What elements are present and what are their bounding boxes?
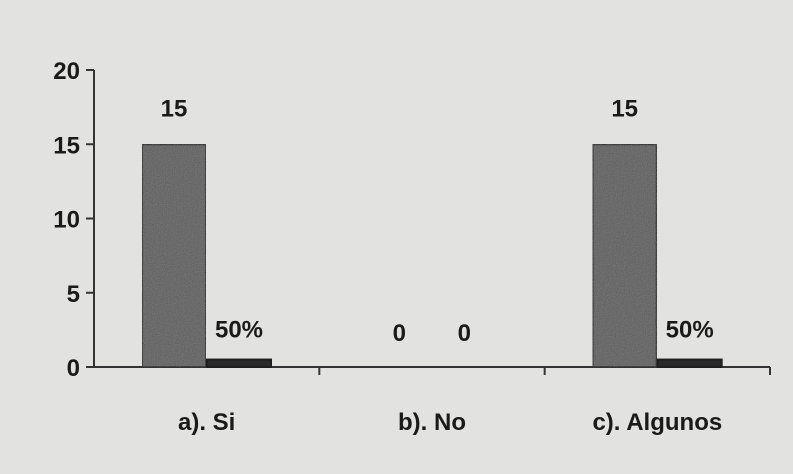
y-tick-label: 0 [67,355,80,382]
x-category-label: c). Algunos [592,409,722,436]
x-category-label: a). Si [178,409,235,436]
data-label: 0 [393,320,406,347]
bar-percent [656,358,723,369]
y-tick-label: 10 [53,207,80,234]
data-label: 15 [611,95,638,122]
data-label: 50% [215,317,263,344]
y-tick-label: 20 [53,58,80,85]
data-label: 15 [161,95,188,122]
data-label: 0 [458,320,471,347]
data-label: 50% [666,317,714,344]
y-tick-label: 15 [53,132,80,159]
bar-percent [206,358,272,369]
y-tick-label: 5 [67,281,80,308]
bar-count [591,143,658,368]
plot-area: 0 5 10 15 20 15 50% a). Si 0 0 b). No 15 50% c). Algu… [53,58,771,436]
bar-count [141,143,207,368]
x-category-label: b). No [398,409,466,436]
